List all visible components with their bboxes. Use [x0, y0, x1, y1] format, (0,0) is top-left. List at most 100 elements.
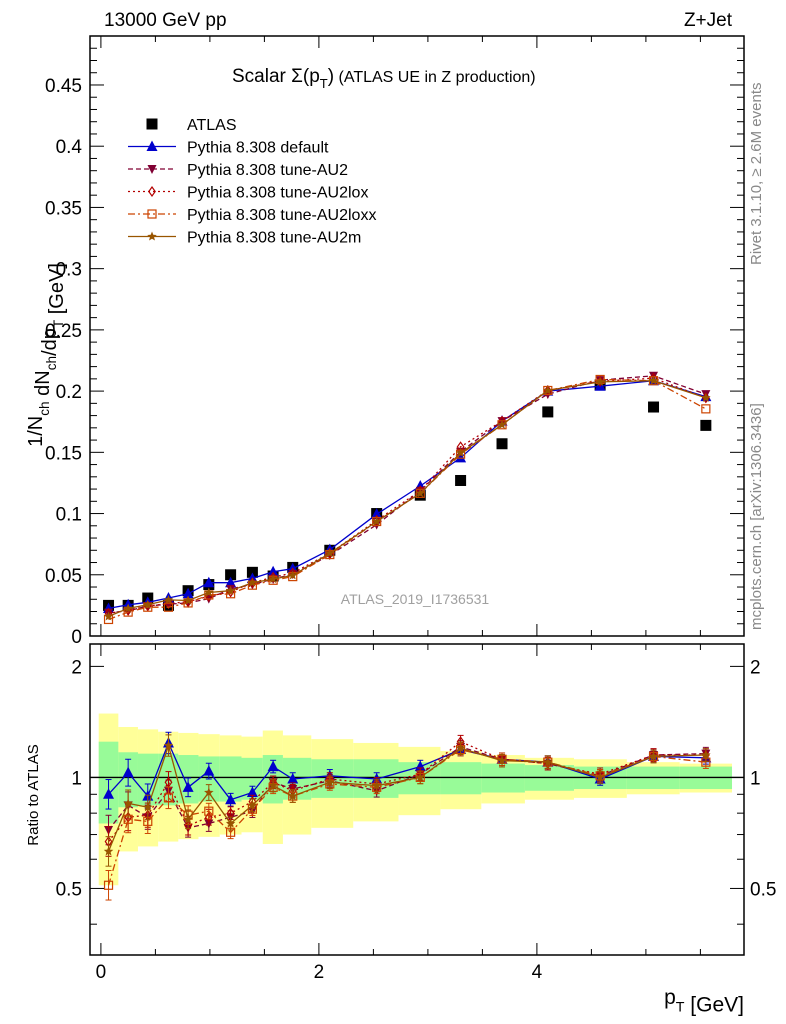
data-point-ATLAS: [246, 566, 258, 578]
ratio-point-AU2m: [648, 751, 659, 761]
ratio-point-AU2m: [287, 791, 298, 801]
data-point-AU2m: [247, 577, 258, 587]
data-point-AU2m: [371, 516, 382, 526]
legend-entry-ATLAS: ATLAS: [146, 117, 237, 134]
chart-title-rest: (ATLAS UE in Z production): [334, 69, 536, 86]
y-tick-label-top: 0.4: [56, 137, 83, 158]
y-tick-label-bottom-right: 1: [750, 768, 761, 789]
data-point-AU2m: [287, 570, 298, 580]
y-tick-label-top: 0.35: [45, 198, 82, 219]
ratio-point-default: [182, 781, 194, 792]
data-point-AU2m: [595, 376, 605, 386]
legend-entry-AU2lox: Pythia 8.308 tune-AU2lox: [128, 185, 368, 202]
ratio-point-AU2m: [268, 780, 278, 790]
ratio-point-AU2m: [183, 814, 193, 824]
data-point-AU2m: [268, 574, 278, 584]
header-left: 13000 GeV pp: [104, 10, 227, 31]
x-tick-label: 4: [532, 962, 543, 983]
ratio-point-default: [203, 765, 215, 776]
ratio-point-AU2m: [103, 846, 114, 856]
data-point-AU2m: [415, 488, 426, 498]
y-tick-label-bottom: 2: [71, 657, 82, 678]
data-point-AU2m: [497, 419, 507, 429]
ratio-point-AU2m: [415, 772, 426, 782]
side-mcplots: mcplots.cern.ch [arXiv:1306.3436]: [748, 403, 765, 630]
series-line-AU2m: [108, 380, 707, 618]
y-tick-label-top: 0.25: [45, 321, 82, 342]
ratio-point-default: [103, 788, 115, 799]
ratio-point-AU2m: [247, 800, 258, 810]
legend-label: Pythia 8.308 default: [187, 140, 329, 157]
legend-marker-AU2lox: [148, 185, 156, 198]
ratio-point-default: [122, 766, 134, 778]
legend-label: Pythia 8.308 tune-AU2m: [187, 230, 361, 247]
data-point-ATLAS: [225, 569, 237, 581]
data-point-AU2loxx: [163, 602, 174, 612]
data-point-default: [371, 508, 383, 519]
ratio-point-default: [246, 786, 258, 798]
legend-marker-default: [146, 140, 158, 151]
header-right: Z+Jet: [684, 10, 733, 31]
y-axis-label-bottom: Ratio to ATLAS: [25, 744, 42, 845]
watermark: ATLAS_2019_I1736531: [341, 591, 490, 607]
legend: ATLAS Pythia 8.308 default Pythia 8.308 tu…: [128, 117, 376, 247]
ratio-point-AU2loxx: [163, 793, 174, 803]
chart-title-close: ): [328, 66, 334, 87]
data-point-AU2m: [163, 594, 174, 604]
y-tick-label-bottom-right: 0.5: [750, 879, 776, 900]
data-point-AU2m: [648, 375, 659, 385]
y-tick-label-top: 0.15: [45, 443, 82, 464]
uncertainty-bands: [98, 713, 733, 886]
legend-marker-ATLAS: [146, 118, 158, 130]
data-point-AU2m: [103, 611, 114, 621]
data-point-ATLAS: [496, 438, 508, 450]
y-tick-label-top: 0.3: [56, 260, 82, 281]
data-point-ATLAS: [455, 474, 467, 486]
legend-entry-default: Pythia 8.308 default: [128, 140, 329, 157]
ratio-point-AU2m: [595, 772, 605, 782]
x-tick-label: 0: [96, 962, 107, 983]
band-inner-bin: [241, 757, 263, 800]
series-AU2m: [103, 375, 711, 867]
band-inner-bin: [440, 762, 482, 795]
y-tick-label-top: 0.05: [45, 566, 82, 587]
data-point-AU2m: [143, 599, 153, 609]
data-point-default: [455, 451, 467, 463]
data-point-AU2loxx: [701, 404, 711, 414]
ratio-point-AU2m: [143, 802, 153, 812]
data-point-default: [225, 576, 237, 588]
legend-marker-AU2: [147, 165, 157, 174]
ratio-point-AU2m: [204, 787, 214, 797]
data-point-ATLAS: [648, 401, 660, 413]
ratio-point-AU2m: [371, 780, 382, 790]
y-tick-label-top: 0.2: [56, 382, 82, 403]
data-point-AU2m: [225, 585, 236, 595]
legend-marker-AU2m: [147, 231, 157, 241]
ratio-point-AU2m: [123, 798, 133, 808]
ratio-point-default: [287, 773, 299, 784]
band-inner-bin: [219, 756, 242, 802]
y-tick-label-bottom-right: 2: [750, 657, 761, 678]
legend-marker-AU2loxx: [147, 209, 157, 219]
legend-label: Pythia 8.308 tune-AU2loxx: [187, 207, 376, 224]
data-point-AU2m: [123, 603, 133, 613]
axes-frames: [89, 35, 745, 956]
series-layer: [103, 371, 712, 901]
data-point-AU2m: [455, 447, 466, 457]
ratio-point-AU2m: [497, 755, 507, 765]
y-tick-label-top: 0.1: [56, 505, 82, 526]
legend-entry-AU2: Pythia 8.308 tune-AU2: [128, 162, 348, 179]
y-tick-label-top: 0.45: [45, 76, 82, 97]
ratio-point-default: [267, 760, 279, 772]
data-point-AU2m: [325, 548, 335, 558]
ratio-point-AU2m: [225, 818, 236, 828]
bottom-panel-frame: [89, 643, 745, 956]
y-tick-label-top: 0: [71, 627, 82, 648]
side-rivet: Rivet 3.1.10, ≥ 2.6M events: [748, 83, 765, 266]
ratio-point-AU2m: [325, 777, 335, 787]
ratio-point-AU2m: [543, 757, 553, 767]
legend-entry-AU2loxx: Pythia 8.308 tune-AU2loxx: [128, 207, 376, 224]
x-axis-label: pT [GeV]: [664, 986, 744, 1016]
